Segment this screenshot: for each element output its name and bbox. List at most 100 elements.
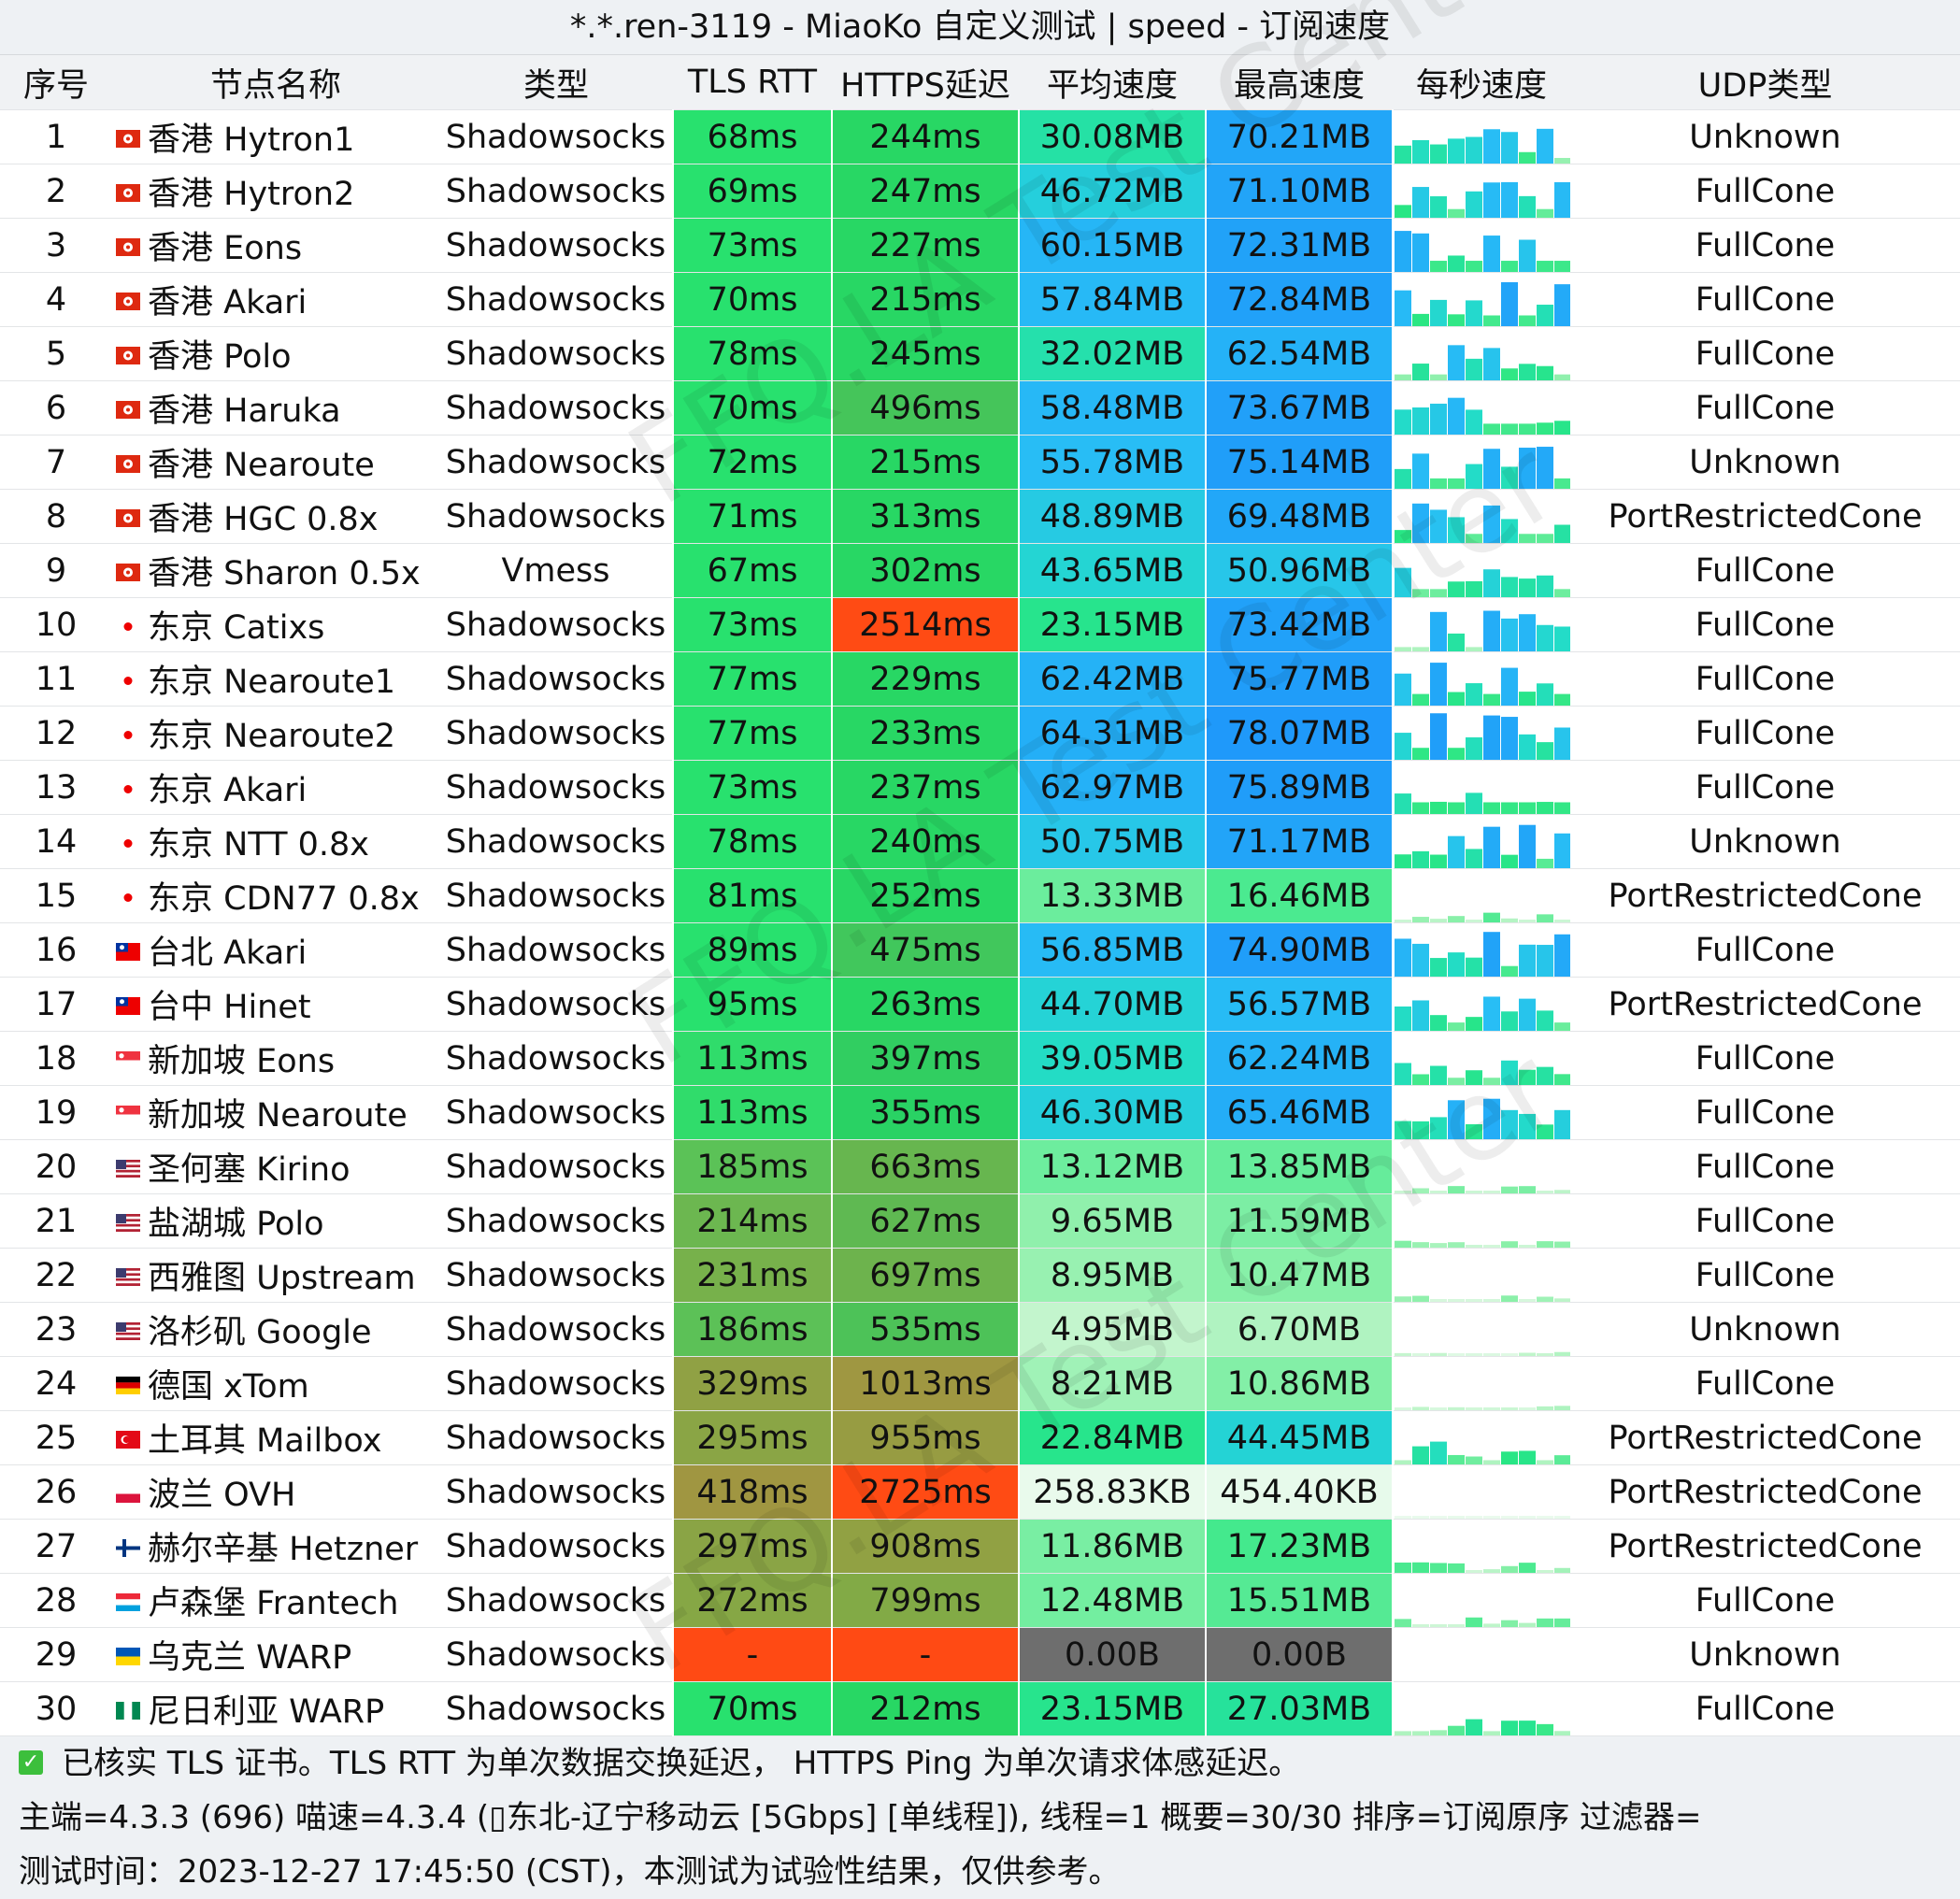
spark-bar xyxy=(1554,1406,1570,1410)
max-speed: 50.96MB xyxy=(1205,543,1394,598)
spark-bar xyxy=(1412,1242,1429,1248)
spark-bar xyxy=(1448,255,1465,272)
tls-rtt: 214ms xyxy=(672,1193,833,1249)
sg-flag-icon xyxy=(116,1050,140,1069)
spark-bar xyxy=(1483,129,1500,164)
spark-bar xyxy=(1430,1352,1447,1356)
table-row: 12 东京 Nearoute2 Shadowsocks 77ms 233ms 64.31M… xyxy=(0,706,1960,761)
spark-bar xyxy=(1483,1623,1500,1627)
spark-bar xyxy=(1501,1353,1518,1356)
spark-bar xyxy=(1537,1124,1553,1139)
per-second-sparkline xyxy=(1393,1681,1570,1736)
ua-flag-icon xyxy=(116,1647,140,1665)
node-name-cell: 赫尔辛基 Hetzner xyxy=(112,1519,439,1574)
spark-bar xyxy=(1519,578,1536,597)
spark-bar xyxy=(1483,348,1500,380)
spark-bar xyxy=(1466,464,1482,489)
table-row: 29 乌克兰 WARP Shadowsocks - -0.00B 0.00B Unknown xyxy=(0,1627,1960,1682)
per-second-sparkline xyxy=(1393,706,1570,761)
node-type: Shadowsocks xyxy=(439,922,673,978)
results-table: 序号 节点名称 类型 TLS RTT HTTPS延迟 平均速度 最高速度 每秒速… xyxy=(0,55,1960,1736)
spark-bar xyxy=(1412,1121,1429,1139)
spark-bar xyxy=(1395,374,1411,380)
row-index: 22 xyxy=(0,1248,112,1303)
table-row: 20 圣何塞 Kirino Shadowsocks 185ms 663ms 13.12MB… xyxy=(0,1139,1960,1194)
us-flag-icon xyxy=(116,1213,140,1232)
spark-bar xyxy=(1412,1406,1429,1410)
tls-rtt: 272ms xyxy=(672,1573,833,1628)
table-row: 22 西雅图 Upstream Shadowsocks 231ms 697ms 8.95M… xyxy=(0,1248,1960,1303)
max-speed: 75.14MB xyxy=(1205,435,1394,490)
page-title: *.*.ren-3119 - MiaoKo 自定义测试 | speed - 订阅… xyxy=(0,0,1960,55)
spark-bar xyxy=(1412,233,1429,272)
spark-bar xyxy=(1501,1186,1518,1193)
max-speed: 73.67MB xyxy=(1205,380,1394,435)
jp-flag-icon xyxy=(116,888,140,907)
spark-bar xyxy=(1483,505,1500,543)
jp-flag-icon xyxy=(116,671,140,690)
spark-bar xyxy=(1395,1352,1411,1356)
spark-bar xyxy=(1501,281,1518,326)
spark-bar xyxy=(1537,575,1553,597)
spark-bar xyxy=(1466,957,1482,977)
avg-speed: 12.48MB xyxy=(1018,1573,1207,1628)
spark-bar xyxy=(1537,365,1553,380)
us-flag-icon xyxy=(116,1267,140,1286)
node-name: 东京 Nearoute1 xyxy=(148,664,396,701)
footer-text-1: 已核实 TLS 证书。TLS RTT 为单次数据交换延迟， HTTPS Ping… xyxy=(62,1745,1301,1782)
spark-bar xyxy=(1537,945,1553,977)
spark-bar xyxy=(1483,912,1500,922)
spark-bar xyxy=(1448,748,1465,760)
per-second-sparkline xyxy=(1393,164,1570,219)
spark-bar xyxy=(1554,1109,1570,1139)
row-index: 15 xyxy=(0,868,112,923)
spark-bar xyxy=(1537,261,1553,272)
spark-bar xyxy=(1448,1186,1465,1193)
tls-rtt: 418ms xyxy=(672,1464,833,1520)
https-latency: 229ms xyxy=(831,651,1020,707)
spark-bar xyxy=(1448,138,1465,164)
node-name-cell: 香港 Sharon 0.5x xyxy=(112,543,439,598)
avg-speed: 0.00B xyxy=(1018,1627,1207,1682)
max-speed: 0.00B xyxy=(1205,1627,1394,1682)
spark-bar xyxy=(1430,854,1447,868)
avg-speed: 13.33MB xyxy=(1018,868,1207,923)
spark-bar xyxy=(1554,934,1570,977)
spark-bar xyxy=(1430,144,1447,164)
table-row: 1 香港 Hytron1 Shadowsocks 68ms 244ms 30.08MB 70… xyxy=(0,109,1960,164)
udp-type: FullCone xyxy=(1570,164,1960,219)
row-index: 12 xyxy=(0,706,112,761)
spark-bar xyxy=(1412,589,1429,597)
row-index: 5 xyxy=(0,326,112,381)
spark-bar xyxy=(1554,833,1570,868)
spark-bar xyxy=(1466,358,1482,380)
node-type: Shadowsocks xyxy=(439,977,673,1032)
https-latency: 244ms xyxy=(831,109,1020,164)
udp-type: PortRestrictedCone xyxy=(1570,868,1960,923)
table-row: 4 香港 Akari Shadowsocks 70ms 215ms 57.84MB 72.8… xyxy=(0,272,1960,327)
spark-bar xyxy=(1430,1624,1447,1627)
row-index: 29 xyxy=(0,1627,112,1682)
table-row: 5 香港 Polo Shadowsocks 78ms 245ms 32.02MB 62.54… xyxy=(0,326,1960,381)
spark-bar xyxy=(1430,1516,1447,1519)
spark-bar xyxy=(1412,943,1429,977)
tls-rtt: 329ms xyxy=(672,1356,833,1411)
max-speed: 70.21MB xyxy=(1205,109,1394,164)
spark-bar xyxy=(1430,589,1447,597)
spark-bar xyxy=(1466,849,1482,868)
spark-bar xyxy=(1395,854,1411,868)
spark-bar xyxy=(1537,1460,1553,1464)
avg-speed: 23.15MB xyxy=(1018,597,1207,652)
spark-bar xyxy=(1501,466,1518,489)
spark-bar xyxy=(1448,692,1465,706)
spark-bar xyxy=(1466,409,1482,435)
spark-bar xyxy=(1483,1098,1500,1139)
spark-bar xyxy=(1519,1299,1536,1302)
node-name: 东京 CDN77 0.8x xyxy=(148,880,420,918)
node-name: 香港 Polo xyxy=(148,338,292,376)
udp-type: FullCone xyxy=(1570,1085,1960,1140)
tls-rtt: 77ms xyxy=(672,706,833,761)
header-node-name: 节点名称 xyxy=(112,55,439,110)
spark-bar xyxy=(1537,1618,1553,1627)
spark-bar xyxy=(1466,191,1482,218)
